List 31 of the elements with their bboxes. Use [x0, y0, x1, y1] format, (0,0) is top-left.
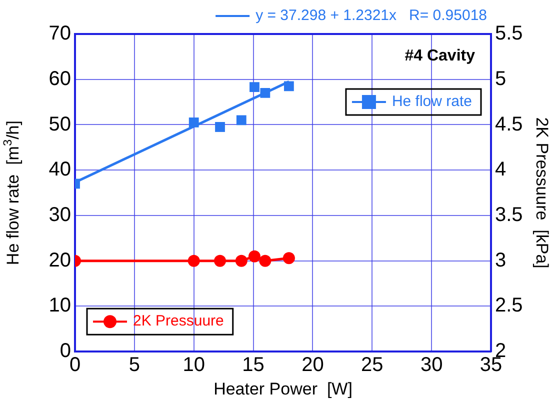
point — [236, 115, 246, 126]
y-tick-label: 0 — [60, 340, 71, 362]
point — [215, 122, 225, 132]
y-tick-label: 10 — [48, 294, 71, 317]
y-axis-title: He flow rate [m3/h] — [0, 120, 23, 266]
y-tick-label: 40 — [48, 158, 71, 181]
point — [284, 81, 294, 92]
x-tick-label: 15 — [242, 354, 264, 376]
x-tick-label: 30 — [420, 354, 443, 376]
y-tick-label: 30 — [48, 204, 71, 226]
y-tick-label: 70 — [48, 22, 71, 45]
y-tick-label: 20 — [48, 249, 71, 272]
x-tick-label: 20 — [302, 354, 324, 376]
x-tick-label: 5 — [128, 354, 140, 376]
point — [188, 118, 199, 128]
y2-tick-label: 3.5 — [495, 204, 523, 226]
y2-tick-label: 4.5 — [495, 113, 523, 136]
y2-axis-title: 2K Pressuure [kPa] — [532, 117, 552, 268]
y2-tick-label: 3 — [495, 249, 506, 272]
y-tick-label: 60 — [48, 68, 71, 90]
y-tick-label: 50 — [48, 113, 71, 136]
point — [260, 88, 270, 98]
point — [250, 82, 260, 92]
x-axis-title: Heater Power [W] — [214, 379, 352, 398]
y2-tick-label: 5.5 — [495, 22, 523, 45]
x-tick-label: 25 — [361, 354, 384, 376]
y2-tick-label: 5 — [495, 68, 506, 90]
x-tick-label: 10 — [182, 354, 205, 376]
y2-tick-label: 2.5 — [495, 294, 523, 317]
legend-label: y = 37.298 + 1.2321x R= 0.95018 — [256, 7, 488, 24]
y2-tick-label: 4 — [495, 158, 506, 181]
